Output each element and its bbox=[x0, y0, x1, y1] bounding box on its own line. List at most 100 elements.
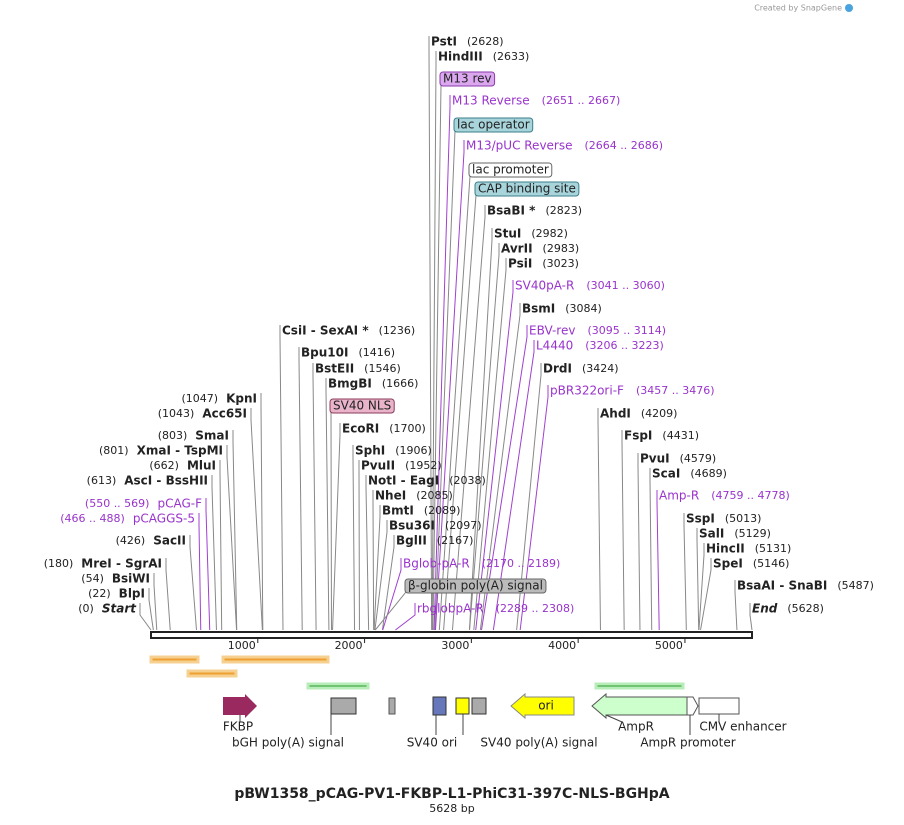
sv40-ori-box bbox=[432, 696, 447, 716]
site-label: MreI - SgrAI (180) bbox=[44, 557, 162, 571]
site-label: Bpu10I (1416) bbox=[301, 346, 395, 360]
site-label: BsiWI (54) bbox=[81, 572, 150, 586]
site-name: PvuI bbox=[640, 452, 670, 466]
site-location: (3023) bbox=[542, 257, 579, 270]
site-line bbox=[382, 558, 402, 631]
leader-line bbox=[605, 714, 623, 723]
site-name: HindIII bbox=[438, 50, 483, 64]
site-line bbox=[656, 490, 660, 631]
primer-name: Bglob-pA-R bbox=[403, 557, 470, 571]
site-line bbox=[434, 140, 465, 631]
site-location: (5013) bbox=[725, 512, 762, 525]
site-line bbox=[325, 378, 330, 631]
ori-label: ori bbox=[538, 699, 554, 713]
site-location: (5129) bbox=[734, 527, 771, 540]
site-location: (4579) bbox=[680, 452, 717, 465]
site-location: (426) bbox=[116, 534, 146, 547]
site-line bbox=[298, 347, 303, 631]
site-label: AhdI (4209) bbox=[600, 407, 677, 421]
site-location: (180) bbox=[44, 557, 74, 570]
site-location: (1700) bbox=[389, 422, 426, 435]
site-label: DrdI (3424) bbox=[543, 362, 619, 376]
site-label: SalI (5129) bbox=[699, 527, 771, 541]
site-line bbox=[374, 520, 388, 631]
site-location: (2085) bbox=[416, 489, 453, 502]
site-label: AvrII (2983) bbox=[501, 242, 579, 256]
primer-name: rbglobpA-R bbox=[417, 602, 484, 616]
site-line bbox=[205, 498, 211, 631]
site-name: Bsu36I bbox=[389, 519, 435, 533]
site-name: HincII bbox=[706, 542, 745, 556]
fkbp-arrow bbox=[223, 694, 257, 718]
site-line bbox=[232, 430, 238, 631]
site-label: SpeI (5146) bbox=[713, 557, 789, 571]
site-location: (466 .. 488) bbox=[60, 512, 125, 525]
logo bbox=[845, 4, 853, 12]
site-label: EcoRI (1700) bbox=[342, 422, 426, 436]
site-line bbox=[189, 535, 197, 631]
site-name: DrdI bbox=[543, 362, 572, 376]
site-location: (22) bbox=[88, 587, 111, 600]
site-name: FspI bbox=[624, 429, 652, 443]
primer-name: EBV-rev bbox=[529, 324, 575, 338]
site-line bbox=[734, 580, 738, 631]
site-label: lac operator bbox=[453, 117, 534, 133]
site-line bbox=[469, 243, 500, 631]
site-location: (2170 .. 2189) bbox=[482, 557, 561, 570]
site-location: (2628) bbox=[467, 35, 504, 48]
site-label: M13/pUC Reverse (2664 .. 2686) bbox=[466, 139, 663, 153]
site-name: Acc65I bbox=[202, 407, 247, 421]
site-label: BmgBI (1666) bbox=[328, 377, 418, 391]
site-label: pCAG-F (550 .. 569) bbox=[85, 497, 202, 511]
site-name: BglII bbox=[396, 534, 427, 548]
site-label: CAP binding site bbox=[474, 181, 580, 197]
site-location: (3095 .. 3114) bbox=[587, 324, 666, 337]
site-label: ScaI (4689) bbox=[652, 467, 727, 481]
site-name: MluI bbox=[187, 459, 216, 473]
ruler-label: 1000 bbox=[228, 639, 256, 652]
site-label: SmaI (803) bbox=[158, 429, 229, 443]
site-name: EcoRI bbox=[342, 422, 379, 436]
primer-bar bbox=[594, 682, 685, 690]
site-line bbox=[373, 505, 381, 631]
subtitle: 5628 bp bbox=[429, 802, 474, 815]
site-location: (5628) bbox=[787, 602, 824, 615]
site-location: (5146) bbox=[753, 557, 790, 570]
site-location: (1952) bbox=[405, 459, 442, 472]
site-location: (1236) bbox=[379, 324, 416, 337]
site-label: M13 rev bbox=[439, 71, 496, 87]
ruler-label: 2000 bbox=[335, 639, 363, 652]
site-line bbox=[637, 453, 641, 631]
site-line bbox=[696, 528, 700, 631]
feature-label: β-globin poly(A) signal bbox=[408, 579, 543, 593]
feature-box bbox=[439, 71, 496, 87]
site-location: (1906) bbox=[395, 444, 432, 457]
site-location: (3424) bbox=[582, 362, 619, 375]
site-line bbox=[365, 475, 370, 631]
ruler-label: 3000 bbox=[441, 639, 469, 652]
site-location: (2633) bbox=[493, 50, 530, 63]
site-label: CsiI - SexAI * (1236) bbox=[282, 324, 415, 338]
site-location: (3084) bbox=[565, 302, 602, 315]
site-location: (2651 .. 2667) bbox=[542, 94, 621, 107]
site-line bbox=[749, 603, 753, 631]
primer-name: M13 Reverse bbox=[452, 94, 530, 108]
site-name: KpnI bbox=[226, 392, 257, 406]
feature-box bbox=[329, 398, 395, 414]
site-location: (2038) bbox=[449, 474, 486, 487]
ori-arrow bbox=[510, 692, 575, 720]
ruler-label: 4000 bbox=[548, 639, 576, 652]
site-label: SphI (1906) bbox=[355, 444, 432, 458]
site-name: CsiI - SexAI * bbox=[282, 324, 369, 338]
site-line bbox=[226, 445, 238, 631]
site-line bbox=[621, 430, 625, 631]
primer-bar bbox=[306, 682, 370, 690]
feature-box bbox=[468, 162, 553, 178]
site-location: (2982) bbox=[531, 227, 568, 240]
site-line bbox=[428, 36, 433, 631]
site-label: β-globin poly(A) signal bbox=[404, 578, 547, 594]
site-location: (5131) bbox=[755, 542, 792, 555]
site-name: NotI - EagI bbox=[368, 474, 439, 488]
site-line bbox=[395, 603, 416, 631]
